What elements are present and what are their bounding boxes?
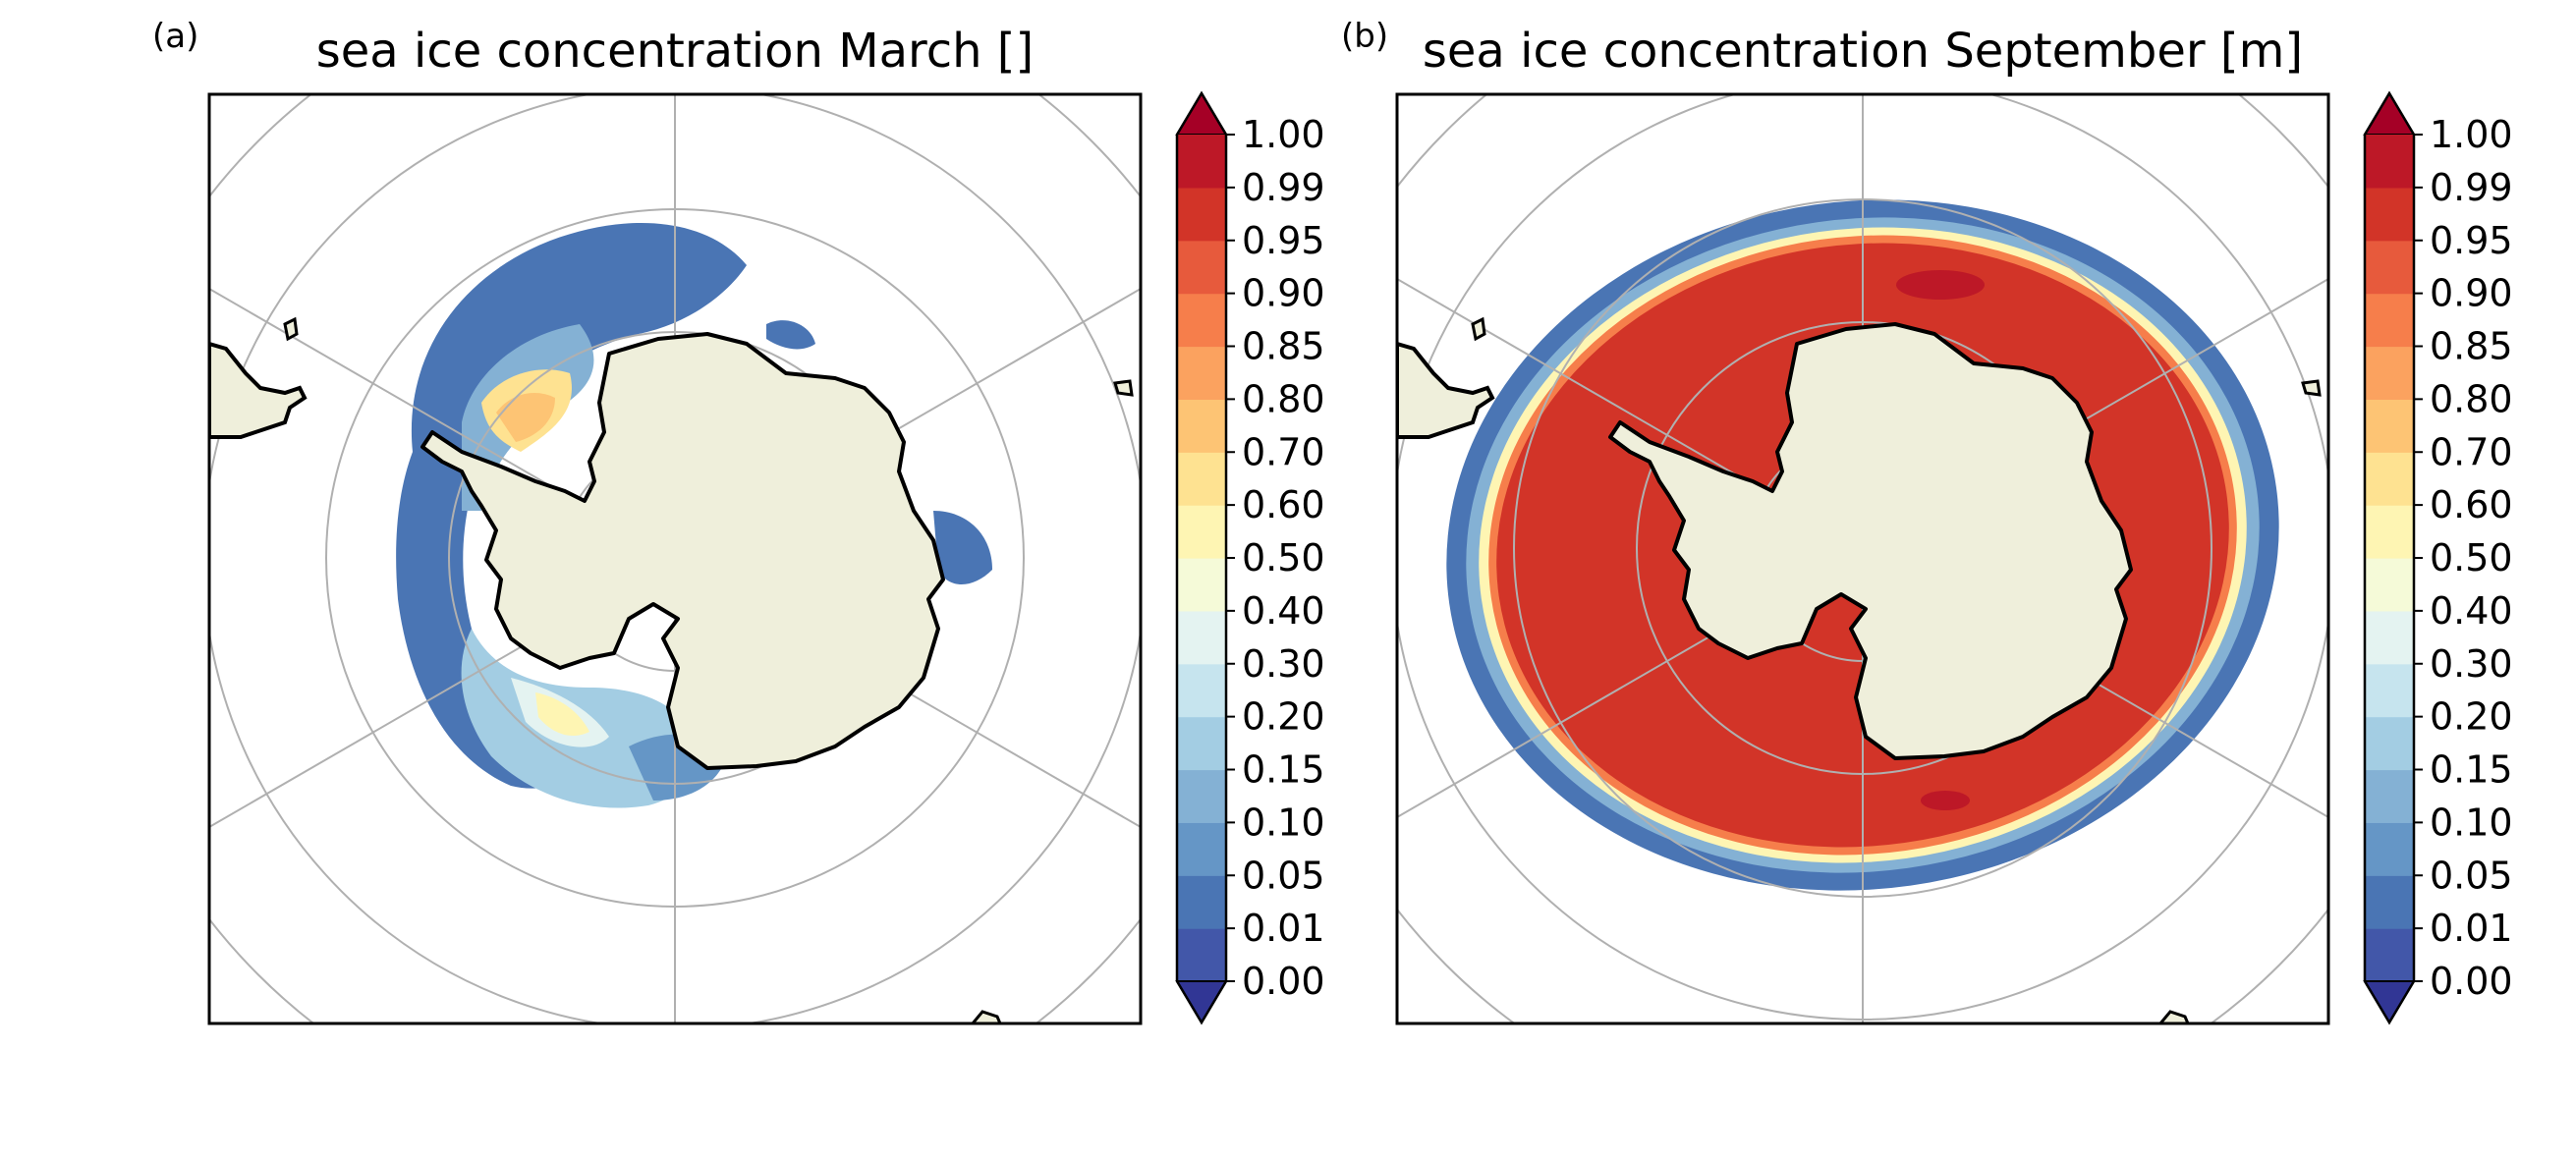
- colorbar-tick-label: 0.99: [1242, 166, 1325, 209]
- panel-september: (b) sea ice concentration September [m]: [1341, 17, 2330, 1025]
- panel-title: sea ice concentration March []: [316, 24, 1034, 79]
- colorbar-extend-max: [1175, 91, 1228, 136]
- colorbar-extend-max: [2363, 91, 2416, 136]
- antarctica-landmass: [1608, 322, 2133, 760]
- colorbar-tick-label: 0.50: [1242, 536, 1325, 580]
- colorbar-bin: [2365, 610, 2414, 665]
- colorbar-bin: [2365, 716, 2414, 771]
- colorbar-bin: [2365, 135, 2414, 189]
- colorbar-tick-label: 0.20: [2430, 695, 2513, 739]
- colorbar-tick-label: 0.15: [1242, 748, 1325, 792]
- colorbar-march: 0.00 0.01 0.05 0.10 0.15 0.20 0.30 0.40 0.50 0.60…: [1175, 90, 1325, 1025]
- colorbar-tick-label: 0.05: [1242, 854, 1325, 897]
- landmass-edge: [2158, 1010, 2190, 1023]
- colorbar-bin: [1177, 505, 1226, 559]
- south-america-tip: [1397, 341, 1495, 439]
- colorbar-tick-label: 0.30: [2430, 642, 2513, 686]
- panel-label: (a): [152, 17, 198, 56]
- colorbar-tick-label: 0.01: [2430, 907, 2513, 950]
- colorbar-bin: [2365, 346, 2414, 400]
- map-area: [1397, 94, 2328, 1023]
- colorbar-extend-min: [2363, 980, 2416, 1024]
- colorbar-september: 0.00 0.01 0.05 0.10 0.15 0.20 0.30 0.40 0.50 0.60…: [2363, 90, 2513, 1025]
- colorbar-bin: [1177, 452, 1226, 506]
- map-frame: [207, 92, 1143, 1025]
- antarctica-landmass: [420, 332, 945, 770]
- colorbar-bin: [1177, 928, 1226, 982]
- colorbar-tick-label: 0.85: [1242, 325, 1325, 368]
- colorbar-bin: [2365, 822, 2414, 876]
- colorbar-bin: [2365, 293, 2414, 348]
- colorbar-bin: [1177, 822, 1226, 876]
- colorbar-bin: [1177, 187, 1226, 242]
- colorbar-tick-label: 0.40: [1242, 589, 1325, 633]
- colorbar-tick-label: 0.00: [1242, 960, 1325, 1003]
- map-area: [209, 94, 1141, 1023]
- colorbar-tick-label: 0.95: [1242, 219, 1325, 262]
- colorbar-tick-label: 0.85: [2430, 325, 2513, 368]
- colorbar-bin: [1177, 399, 1226, 453]
- colorbar-bin: [1177, 716, 1226, 771]
- colorbar-tick-label: 0.30: [1242, 642, 1325, 686]
- colorbar-bin: [1177, 135, 1226, 189]
- colorbar-tick-label: 0.60: [1242, 483, 1325, 526]
- map-frame: [1395, 92, 2330, 1025]
- island: [2301, 379, 2322, 397]
- colorbar-bin: [1177, 293, 1226, 348]
- colorbar-tick-label: 0.80: [2430, 377, 2513, 420]
- panel-march: (a) sea ice concentration March []: [152, 17, 1143, 1025]
- colorbar-tick-label: 0.15: [2430, 748, 2513, 792]
- colorbar-bin: [1177, 240, 1226, 295]
- colorbar-extend-min: [1175, 980, 1228, 1024]
- colorbar-tick-label: 0.90: [2430, 272, 2513, 315]
- colorbar-bin: [1177, 610, 1226, 665]
- colorbar-bin: [2365, 505, 2414, 559]
- colorbar-tick-label: 0.05: [2430, 854, 2513, 897]
- colorbar-tick-label: 0.20: [1242, 695, 1325, 739]
- colorbar-bin: [1177, 769, 1226, 823]
- colorbar-tick-label: 0.70: [2430, 430, 2513, 473]
- colorbar-tick-label: 0.00: [2430, 960, 2513, 1003]
- colorbar-bin: [2365, 558, 2414, 612]
- colorbar-bin: [2365, 187, 2414, 242]
- island: [1471, 316, 1486, 342]
- colorbar-tick-label: 0.99: [2430, 166, 2513, 209]
- colorbar-bin: [2365, 769, 2414, 823]
- colorbar-tick-label: 0.70: [1242, 430, 1325, 473]
- colorbar-tick-label: 0.40: [2430, 589, 2513, 633]
- colorbar-bin: [1177, 346, 1226, 400]
- colorbar-tick-label: 0.95: [2430, 219, 2513, 262]
- colorbar-bin: [2365, 663, 2414, 718]
- south-america-tip: [209, 341, 308, 439]
- colorbar-tick-label: 1.00: [1242, 113, 1325, 156]
- colorbar-tick-label: 0.60: [2430, 483, 2513, 526]
- colorbar-bin: [2365, 240, 2414, 295]
- panel-title: sea ice concentration September [m]: [1423, 24, 2303, 79]
- colorbar-bin: [2365, 452, 2414, 506]
- colorbar-bin: [1177, 558, 1226, 612]
- colorbar-bin: [2365, 875, 2414, 929]
- colorbar-tick-label: 0.90: [1242, 272, 1325, 315]
- colorbar-bin: [2365, 399, 2414, 453]
- colorbar-tick-label: 0.10: [2430, 801, 2513, 844]
- colorbar-bin: [1177, 663, 1226, 718]
- island: [283, 316, 299, 342]
- colorbar-bin: [1177, 875, 1226, 929]
- panel-label: (b): [1341, 17, 1388, 56]
- colorbar-tick-label: 0.01: [1242, 907, 1325, 950]
- island: [1113, 379, 1134, 397]
- colorbar-bin: [2365, 928, 2414, 982]
- colorbar-tick-label: 0.80: [1242, 377, 1325, 420]
- landmass-edge: [971, 1010, 1002, 1023]
- colorbar-tick-label: 0.50: [2430, 536, 2513, 580]
- colorbar-tick-label: 0.10: [1242, 801, 1325, 844]
- colorbar-tick-label: 1.00: [2430, 113, 2513, 156]
